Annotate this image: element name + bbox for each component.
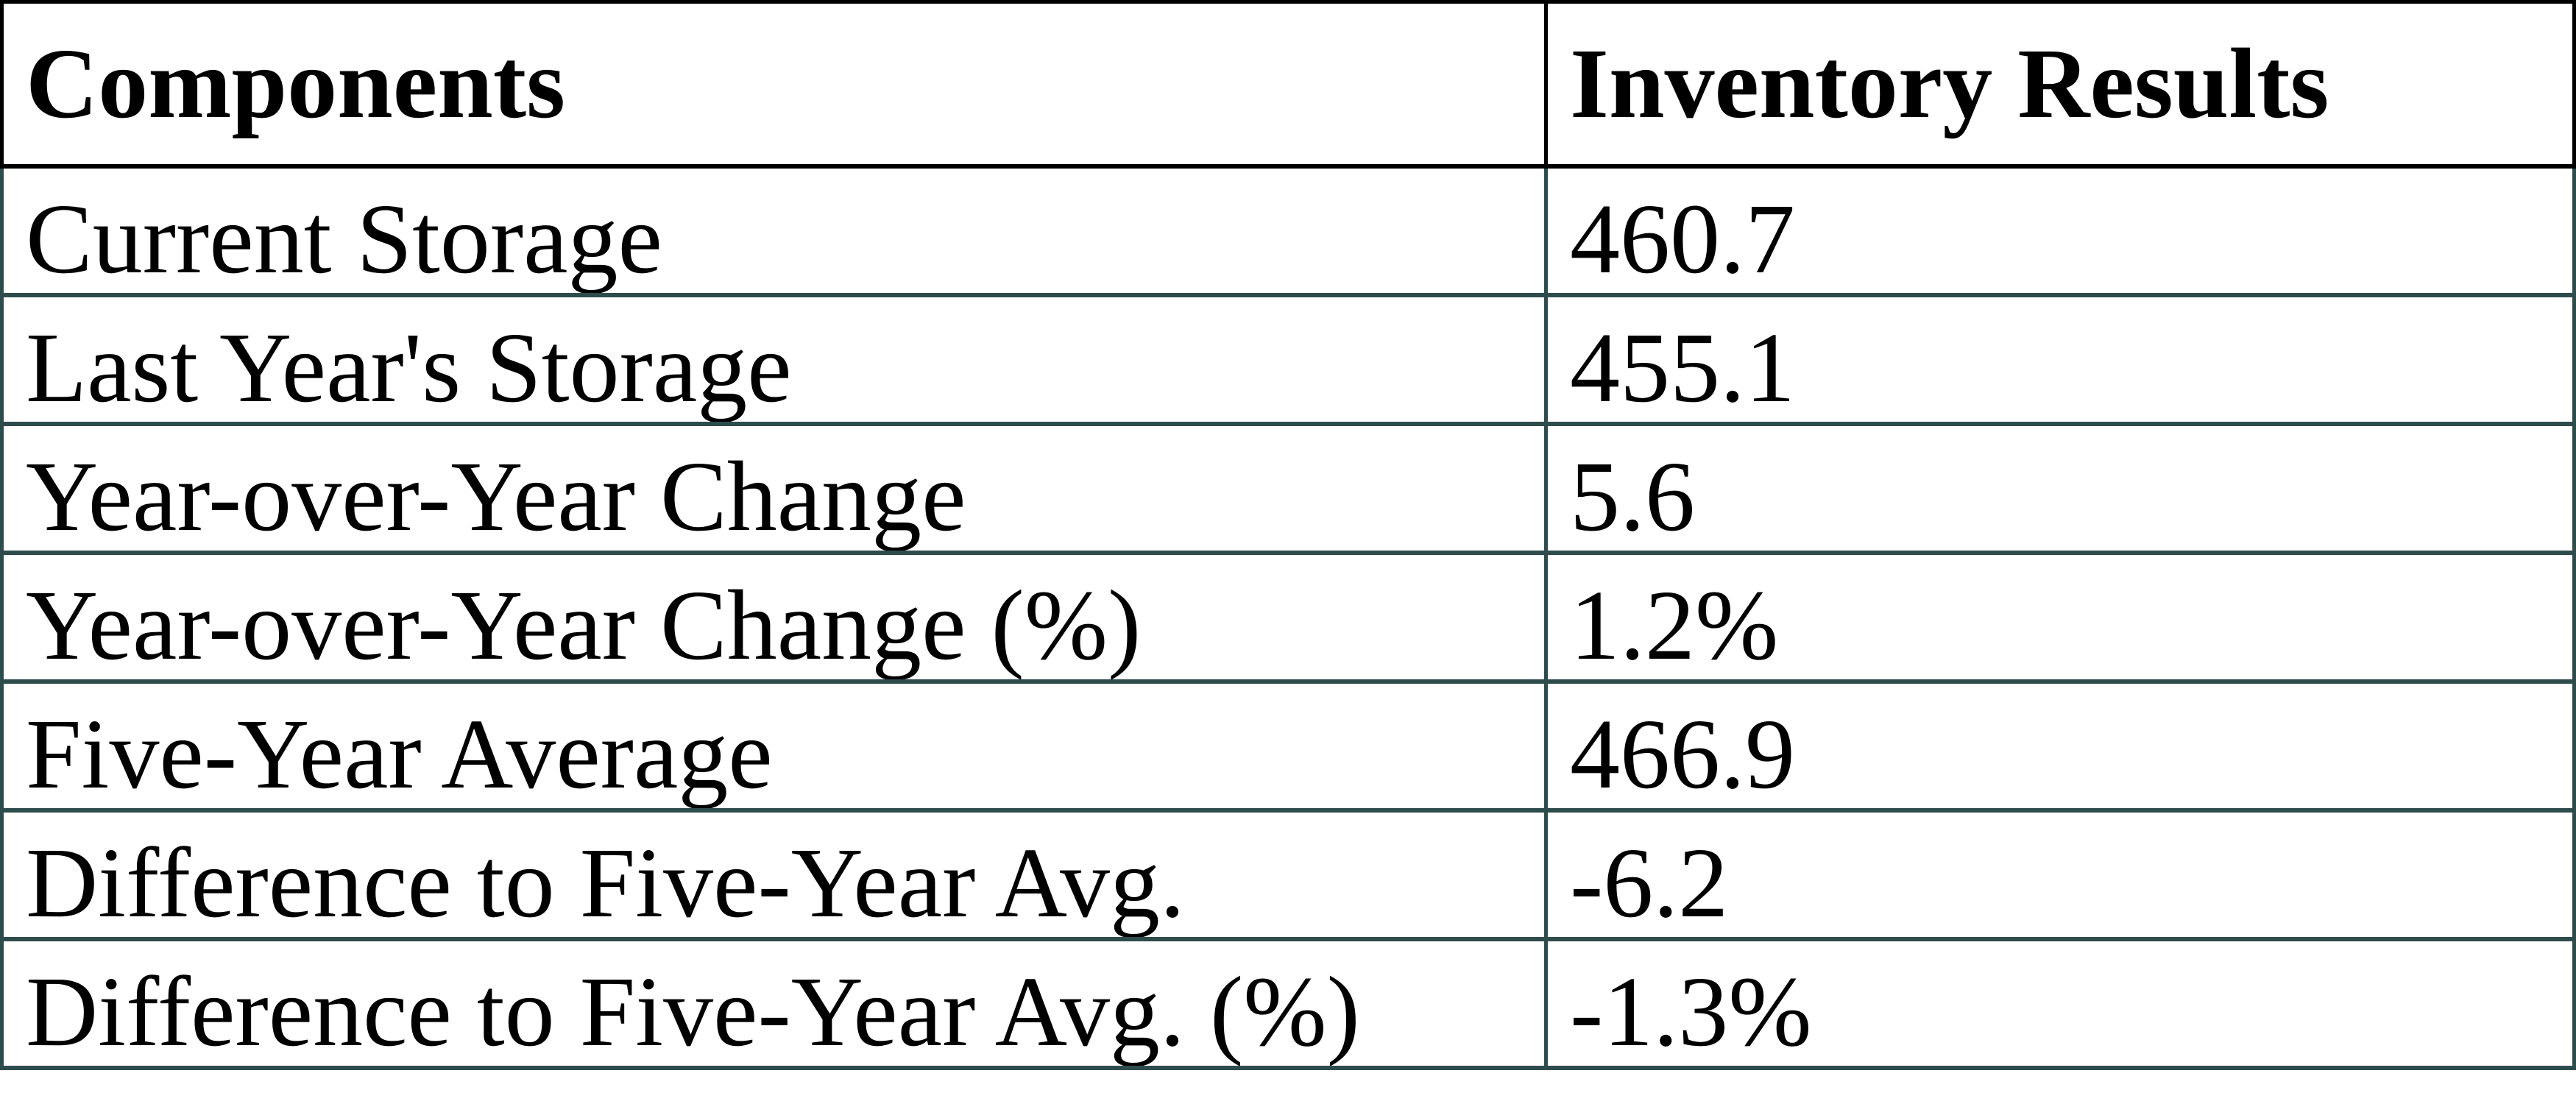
component-cell: Five-Year Average <box>0 684 1544 813</box>
component-label: Difference to Five-Year Avg. (%) <box>26 956 1360 1067</box>
component-cell: Year-over-Year Change (%) <box>0 555 1544 684</box>
value-text: 460.7 <box>1570 183 1795 294</box>
components-header-cell: Components <box>0 0 1544 169</box>
table-row: Difference to Five-Year Avg. (%) -1.3% <box>0 941 2576 1070</box>
value-cell: 455.1 <box>1544 297 2576 426</box>
table-row: Current Storage 460.7 <box>0 169 2576 297</box>
value-text: 5.6 <box>1570 441 1695 552</box>
value-text: -6.2 <box>1570 827 1729 938</box>
component-cell: Year-over-Year Change <box>0 426 1544 555</box>
components-header-label: Components <box>26 29 565 139</box>
table-header-row: Components Inventory Results <box>0 0 2576 169</box>
component-cell: Current Storage <box>0 169 1544 297</box>
value-text: 455.1 <box>1570 312 1795 423</box>
value-cell: -6.2 <box>1544 813 2576 941</box>
component-label: Year-over-Year Change (%) <box>26 570 1142 681</box>
table-row: Year-over-Year Change 5.6 <box>0 426 2576 555</box>
component-cell: Difference to Five-Year Avg. <box>0 813 1544 941</box>
value-text: -1.3% <box>1570 956 1812 1067</box>
table-row: Year-over-Year Change (%) 1.2% <box>0 555 2576 684</box>
value-cell: 460.7 <box>1544 169 2576 297</box>
table-row: Last Year's Storage 455.1 <box>0 297 2576 426</box>
component-label: Difference to Five-Year Avg. <box>26 827 1185 938</box>
component-label: Current Storage <box>26 183 662 294</box>
value-text: 1.2% <box>1570 570 1779 681</box>
value-cell: -1.3% <box>1544 941 2576 1070</box>
value-cell: 5.6 <box>1544 426 2576 555</box>
value-cell: 466.9 <box>1544 684 2576 813</box>
table-row: Difference to Five-Year Avg. -6.2 <box>0 813 2576 941</box>
component-cell: Last Year's Storage <box>0 297 1544 426</box>
table-row: Five-Year Average 466.9 <box>0 684 2576 813</box>
inventory-results-header-cell: Inventory Results <box>1544 0 2576 169</box>
component-label: Year-over-Year Change <box>26 441 966 552</box>
inventory-results-header-label: Inventory Results <box>1570 29 2329 139</box>
component-label: Last Year's Storage <box>26 312 792 423</box>
value-cell: 1.2% <box>1544 555 2576 684</box>
value-text: 466.9 <box>1570 698 1795 810</box>
component-label: Five-Year Average <box>26 698 773 810</box>
component-cell: Difference to Five-Year Avg. (%) <box>0 941 1544 1070</box>
inventory-table: Components Inventory Results Current Sto… <box>0 0 2576 1070</box>
